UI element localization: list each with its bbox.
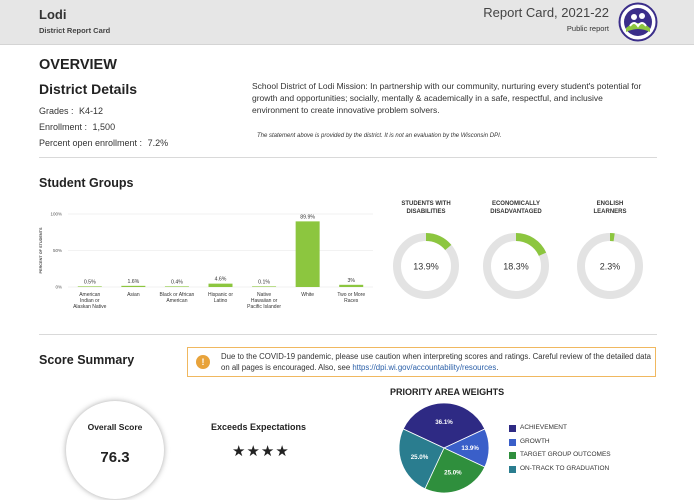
donut-title: ENGLISH LEARNERS: [593, 201, 627, 215]
enrollment-value: 1,500: [92, 122, 116, 132]
accountability-resources-link[interactable]: https://dpi.wi.gov/accountability/resour…: [352, 363, 497, 372]
rating-label: Exceeds Expectations: [211, 422, 307, 432]
x-category-label: Pacific Islander: [247, 304, 281, 310]
bar: [77, 286, 102, 287]
pie-slice-label: 36.1%: [435, 419, 453, 426]
x-category-label: Asian: [127, 292, 140, 298]
x-category-label: Two or More: [337, 292, 365, 298]
x-category-label: Hispanic or: [208, 292, 233, 298]
divider: [39, 334, 657, 335]
overall-score-label: Overall Score: [87, 422, 143, 432]
legend-label: ON-TRACK TO GRADUATION: [520, 464, 610, 472]
bar-value-label: 4.6%: [215, 277, 227, 283]
overall-score-value: 76.3: [100, 449, 130, 466]
open-enrollment-label: Percent open enrollment :: [39, 138, 143, 148]
bar-value-label: 0.4%: [171, 279, 183, 285]
donut-chart: 2.3%: [577, 233, 643, 299]
student-groups-bar-chart: PERCENT OF STUDENTS 100% 50% 0% 0.5% American…: [39, 212, 373, 310]
x-category-label: Latino: [214, 298, 228, 304]
legend-swatch: [509, 438, 516, 446]
x-category-label: Alaskan Native: [73, 304, 107, 310]
x-category-label: American: [166, 298, 187, 304]
pie-slice-label: 13.9%: [461, 445, 479, 452]
divider: [39, 157, 657, 158]
legend-label: GROWTH: [520, 437, 550, 445]
y-tick-label: 100%: [50, 212, 62, 217]
y-tick-label: 50%: [53, 248, 62, 253]
donut-chart: 18.3%: [483, 233, 549, 299]
open-enrollment-value: 7.2%: [147, 138, 169, 148]
district-name: Lodi: [39, 7, 67, 22]
x-category-label: American: [79, 292, 100, 298]
bar: [339, 284, 364, 287]
district-logo-icon: [618, 2, 658, 42]
donut-title: ECONOMICALLY DISADVANTAGED: [490, 201, 542, 215]
enrollment-label: Enrollment :: [39, 122, 88, 132]
donut-value: 2.3%: [600, 262, 621, 272]
overview-heading: OVERVIEW: [39, 57, 117, 73]
pie-slice: [402, 402, 486, 449]
x-category-label: Native: [257, 292, 271, 298]
alert-message-end: .: [496, 363, 499, 372]
pie-slice-label: 25.0%: [444, 470, 462, 477]
district-subtitle: District Report Card: [39, 26, 111, 35]
mission-disclaimer: The statement above is provided by the d…: [257, 133, 502, 139]
report-type: Public report: [566, 24, 609, 33]
district-details-title: District Details: [39, 81, 138, 97]
legend-label: TARGET GROUP OUTCOMES: [520, 451, 611, 458]
x-category-label: Indian or: [80, 298, 100, 304]
grades-label: Grades :: [39, 106, 74, 116]
bar-value-label: 0.1%: [258, 279, 270, 285]
report-title: Report Card, 2021-22: [483, 5, 609, 20]
bar-value-label: 1.6%: [127, 279, 139, 285]
bar: [208, 283, 233, 287]
alert-text: Due to the COVID-19 pandemic, please use…: [221, 351, 651, 373]
donut-fill: [483, 233, 549, 299]
legend-swatch: [509, 465, 516, 473]
bar-value-label: 3%: [347, 278, 355, 284]
legend-label: ACHIEVEMENT: [520, 424, 567, 431]
donut-title: STUDENTS WITH DISABILITIES: [401, 201, 451, 215]
bar: [295, 221, 320, 287]
donut-fill: [577, 233, 643, 299]
mission-statement: School District of Lodi Mission: In part…: [252, 81, 642, 115]
donut-value: 13.9%: [413, 262, 439, 272]
donut-fill: [393, 233, 459, 299]
y-axis-title: PERCENT OF STUDENTS: [39, 227, 43, 273]
y-tick-label: 0%: [55, 285, 62, 290]
x-category-label: Black or African: [160, 292, 195, 298]
report-header: Lodi District Report Card Report Card, 2…: [0, 0, 694, 45]
bar: [252, 286, 277, 287]
x-category-label: Hawaiian or: [251, 298, 278, 304]
x-category-label: Races: [344, 298, 359, 304]
legend-swatch: [509, 452, 516, 459]
pie-slice: [398, 428, 445, 490]
grades-row: Grades : K4-12: [39, 106, 103, 116]
grades-value: K4-12: [79, 106, 104, 116]
priority-weights-title: PRIORITY AREA WEIGHTS: [390, 387, 505, 397]
priority-weights-pie-chart: 36.1% 13.9% 25.0% 25.0%: [398, 402, 490, 494]
student-groups-title: Student Groups: [39, 176, 134, 190]
overall-score-badge: Overall Score 76.3: [66, 401, 164, 499]
bar: [121, 285, 146, 287]
open-enrollment-row: Percent open enrollment : 7.2%: [39, 138, 168, 148]
x-category-label: White: [301, 292, 314, 298]
alert-message: Due to the COVID-19 pandemic, please use…: [221, 352, 651, 372]
bar-value-label: 89.9%: [300, 214, 315, 220]
rating-stars-icon: ★★★★: [232, 443, 290, 460]
exclamation-icon: !: [196, 355, 210, 369]
score-summary-title: Score Summary: [39, 353, 135, 367]
pie-slice-label: 25.0%: [411, 454, 429, 461]
legend-swatch: [509, 425, 516, 432]
bar: [164, 286, 189, 287]
donut-value: 18.3%: [503, 262, 529, 272]
enrollment-row: Enrollment : 1,500: [39, 122, 115, 132]
covid-alert-box: ! Due to the COVID-19 pandemic, please u…: [187, 347, 656, 377]
pie-slice: [424, 447, 486, 494]
bar-value-label: 0.5%: [84, 279, 96, 285]
donut-chart: 13.9%: [393, 233, 459, 299]
